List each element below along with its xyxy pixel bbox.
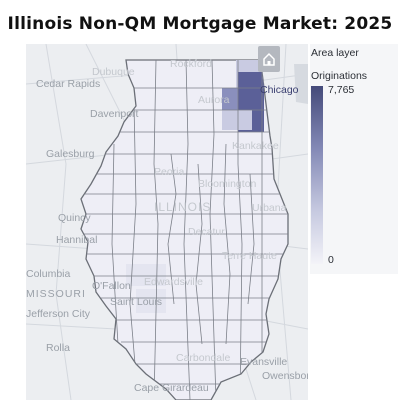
place-label: Dubuque	[92, 66, 135, 78]
place-label: Peoria	[154, 166, 185, 178]
place-label: Columbia	[26, 268, 71, 280]
place-label: Rockford	[170, 58, 213, 70]
place-label: Cape Girardeau	[134, 382, 209, 394]
county-grid	[81, 60, 288, 400]
place-label: Owensboro	[262, 370, 308, 382]
place-label: Rolla	[46, 342, 70, 354]
place-label: Quincy	[58, 212, 91, 224]
state-label: MISSOURI	[26, 288, 86, 300]
place-label: Urbana	[252, 202, 287, 214]
home-button[interactable]	[258, 46, 280, 72]
legend-color-ramp	[311, 86, 323, 264]
legend-max-value: 7,765	[328, 84, 355, 96]
map-view[interactable]: Cedar Rapids Dubuque Rockford Aurora Chi…	[26, 44, 308, 400]
legend-panel: Area layer Originations 7,765 0	[310, 44, 398, 274]
place-label: Aurora	[198, 94, 230, 106]
legend-field-label: Originations	[311, 70, 368, 82]
place-label: Carbondale	[176, 352, 231, 364]
place-label: O'Fallon	[92, 280, 131, 292]
place-label: Jefferson City	[26, 308, 90, 320]
place-label: Evansville	[240, 356, 288, 368]
place-label: Chicago	[260, 84, 299, 96]
place-label: Bloomington	[198, 178, 257, 190]
place-label: Galesburg	[46, 148, 95, 160]
place-label: Davenport	[90, 108, 139, 120]
place-label: Cedar Rapids	[36, 78, 101, 90]
place-label: Saint Louis	[110, 296, 162, 308]
home-icon	[263, 52, 275, 66]
map-title: Illinois Non-QM Mortgage Market: 2025	[7, 14, 393, 34]
place-label: Decatur	[188, 226, 225, 238]
map-canvas[interactable]	[26, 44, 308, 400]
state-label: ILLINOIS	[154, 200, 212, 214]
place-label: Kankakee	[232, 140, 279, 152]
legend-layer-label: Area layer	[311, 47, 359, 59]
legend-min-value: 0	[328, 254, 334, 266]
place-label: Terre Haute	[222, 250, 277, 262]
place-label: Hannibal	[56, 234, 98, 246]
place-label: Edwardsville	[144, 276, 203, 288]
lake-michigan	[294, 64, 308, 104]
